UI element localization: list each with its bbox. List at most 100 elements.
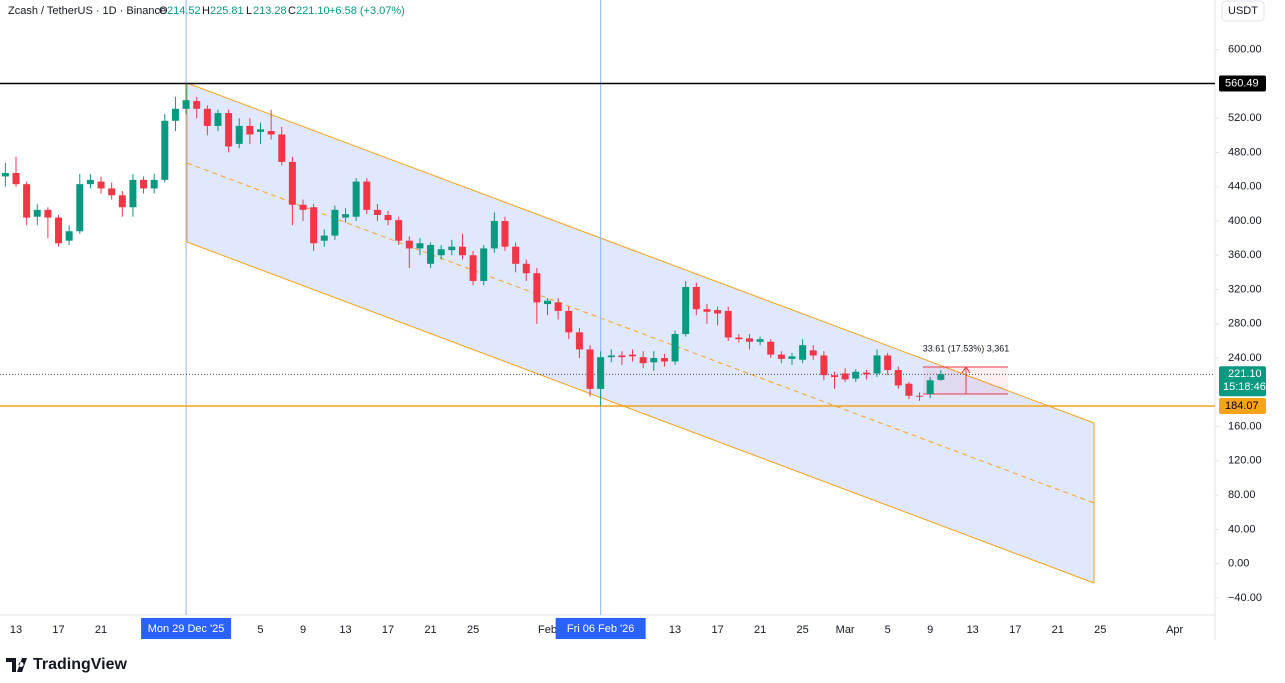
brand-name: TradingView xyxy=(33,656,128,673)
candle-body xyxy=(288,161,296,205)
candle-body xyxy=(458,246,466,256)
candle-body xyxy=(118,195,126,208)
candle-body xyxy=(129,179,137,208)
candle-body xyxy=(809,350,817,356)
candle-body xyxy=(554,302,562,311)
candle-body xyxy=(735,337,743,340)
candle-body xyxy=(533,273,541,303)
x-tick-label: 9 xyxy=(300,624,306,636)
candle-body xyxy=(894,370,902,386)
candle-body xyxy=(469,255,477,281)
candle-body xyxy=(682,286,690,335)
candle-body xyxy=(352,181,360,217)
y-tick-label: 240.00 xyxy=(1228,352,1262,364)
candle-body xyxy=(544,300,551,305)
x-tick-label: 13 xyxy=(339,624,351,636)
candle-body xyxy=(108,188,116,196)
candle-body xyxy=(171,108,179,121)
x-tick-label: Apr xyxy=(1166,624,1183,636)
x-tick-label: 17 xyxy=(1009,624,1021,636)
candle-body xyxy=(342,214,350,218)
candle-body xyxy=(490,220,498,249)
candle-body xyxy=(12,173,20,185)
candle-body xyxy=(97,181,105,189)
crosshair-label: Mon 29 Dec '25 xyxy=(148,623,225,635)
candle-body xyxy=(427,244,435,264)
candle-body xyxy=(916,395,924,397)
candle-body xyxy=(777,354,785,359)
candle-body xyxy=(501,220,509,247)
candle-body xyxy=(182,100,190,109)
y-tick-label: 400.00 xyxy=(1228,215,1262,227)
x-tick-label: 17 xyxy=(52,624,64,636)
candle-body xyxy=(395,220,403,241)
candle-body xyxy=(214,113,222,126)
price-tag-label: 560.49 xyxy=(1225,77,1259,89)
candle-body xyxy=(33,209,41,217)
candle-body xyxy=(373,209,381,215)
candle-body xyxy=(363,181,371,210)
x-tick-label: 5 xyxy=(257,624,263,636)
ohlc-letter: L xyxy=(246,5,252,17)
candle-body xyxy=(150,179,158,189)
x-tick-label: 25 xyxy=(1094,624,1106,636)
x-tick-label: 13 xyxy=(10,624,22,636)
y-tick-label: 80.00 xyxy=(1228,489,1256,501)
x-tick-label: Feb xyxy=(538,624,557,636)
last-price-label: 221.10 xyxy=(1228,368,1262,380)
candle-body xyxy=(86,179,94,185)
x-tick-label: Mar xyxy=(836,624,855,636)
candle-body xyxy=(767,341,775,355)
x-tick-label: 13 xyxy=(669,624,681,636)
candle-body xyxy=(862,372,870,375)
y-tick-label: 440.00 xyxy=(1228,181,1262,193)
x-tick-label: 13 xyxy=(967,624,979,636)
candle-body xyxy=(852,371,860,379)
y-tick-label: 0.00 xyxy=(1228,558,1249,570)
parallel-channel xyxy=(186,82,1095,584)
candle-body xyxy=(756,339,764,342)
logo xyxy=(6,658,27,672)
candle-body xyxy=(618,355,626,358)
price-tag xyxy=(1219,397,1266,414)
x-tick-label: 5 xyxy=(885,624,891,636)
candle-body xyxy=(820,355,828,376)
y-tick-label: 160.00 xyxy=(1228,420,1262,432)
x-tick-label: 21 xyxy=(1052,624,1064,636)
candle-body xyxy=(873,355,881,374)
candle-body xyxy=(597,357,605,389)
channel-fill xyxy=(187,83,1094,583)
candle-body xyxy=(405,240,413,249)
axes: 600.00 520.00 480.00 440.00 400.00 360.00 320.… xyxy=(10,44,1266,639)
candle-body xyxy=(512,246,520,264)
candle-body xyxy=(937,374,945,380)
last-price-tag xyxy=(1219,366,1266,397)
crosshair-label-box xyxy=(555,618,646,639)
candle-body xyxy=(926,380,934,395)
currency[interactable]: USDT xyxy=(1228,5,1258,17)
candle-body xyxy=(140,179,148,189)
candle-body xyxy=(788,356,796,359)
symbol: Zcash / TetherUS · 1D · Binance xyxy=(8,5,166,17)
candle-body xyxy=(331,209,339,236)
candle-body xyxy=(225,113,233,147)
candle-body xyxy=(575,332,583,350)
candle-body xyxy=(256,129,264,132)
measure-tool: 33.61 (17.53%) 3,361 xyxy=(923,343,1009,395)
x-tick-label: 25 xyxy=(467,624,479,636)
candle-body xyxy=(76,184,84,232)
candle-body xyxy=(203,108,211,126)
candle-body xyxy=(299,204,307,210)
candle-body xyxy=(235,125,243,144)
price-tag-label: 184.07 xyxy=(1225,400,1259,412)
high-value: 225.81 xyxy=(210,5,244,17)
x-tick-label: 21 xyxy=(95,624,107,636)
y-tick-label: 360.00 xyxy=(1228,249,1262,261)
candle-body xyxy=(320,235,328,241)
candle-body xyxy=(437,249,445,256)
close-value: 221.10 xyxy=(296,5,330,17)
y-tick-label: −40.00 xyxy=(1228,592,1262,604)
measure-arrow-head xyxy=(961,366,971,374)
change: +6.58 (+3.07%) xyxy=(329,5,405,17)
currency-box[interactable] xyxy=(1221,0,1265,22)
